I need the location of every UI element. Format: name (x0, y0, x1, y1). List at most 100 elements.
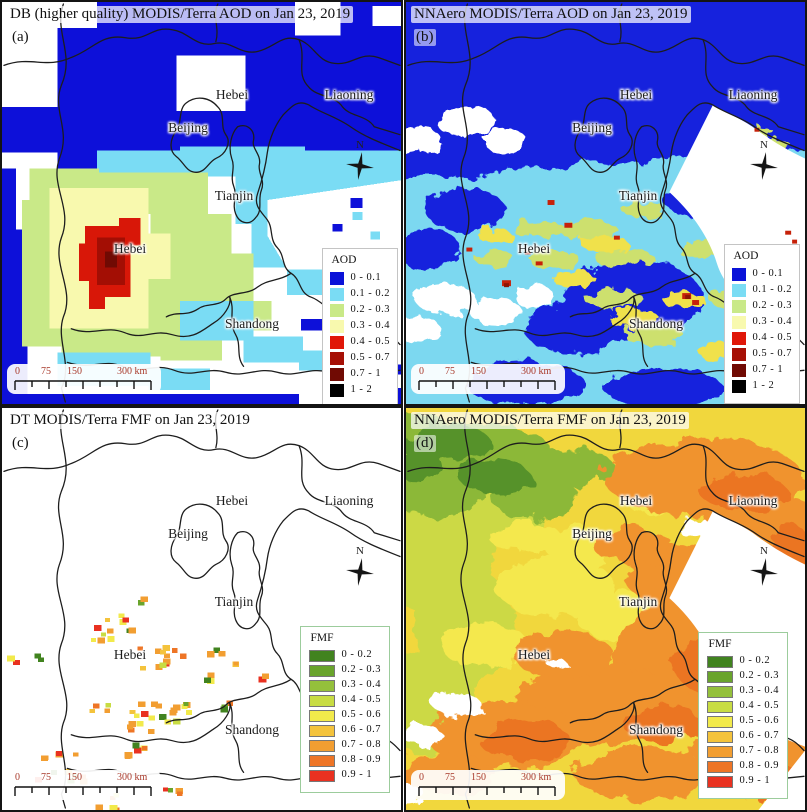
legend-label: 0.3 - 0.4 (752, 315, 792, 327)
scale-label-150: 150 (471, 772, 486, 783)
legend-title: FMF (310, 632, 334, 644)
label-liaoning: Liaoning (728, 87, 778, 102)
legend-label: 0.7 - 0.8 (341, 739, 381, 751)
scale-ruler (14, 786, 152, 796)
legend-label: 0.2 - 0.3 (350, 303, 390, 315)
legend-swatch (706, 745, 733, 758)
legend-swatch (308, 769, 335, 782)
scale-label-150: 150 (67, 366, 82, 377)
legend-row: 0 - 0.2 (706, 655, 780, 668)
legend-label: 0.7 - 1 (350, 367, 382, 379)
fmf-cell (185, 710, 192, 715)
panel-title: NNAero MODIS/Terra AOD on Jan 23, 2019 (411, 6, 691, 23)
legend-row: 0.7 - 0.8 (706, 745, 780, 758)
legend-label: 0.2 - 0.3 (739, 670, 779, 682)
legend-swatch (706, 670, 733, 683)
fmf-cell (89, 708, 95, 714)
scale-label-300: 300 km (521, 772, 552, 783)
fmf-cell (203, 677, 211, 684)
legend-label: 0.9 - 1 (739, 775, 771, 787)
legend-swatch (706, 685, 733, 698)
legend-swatch (706, 700, 733, 713)
legend-label: 1 - 2 (350, 383, 373, 395)
fmf-cell (97, 637, 105, 644)
legend-label: 0.2 - 0.3 (341, 664, 381, 676)
scale-label-300: 300 km (117, 772, 148, 783)
legend-swatch (731, 363, 746, 377)
fmf-cell (159, 662, 167, 669)
label-tianjin: Tianjin (618, 188, 658, 203)
legend-row: 0.6 - 0.7 (308, 724, 382, 737)
legend-row: 0.9 - 1 (706, 775, 780, 788)
legend-swatch (308, 709, 335, 722)
legend-label: 0 - 0.1 (350, 271, 382, 283)
legend-label: 0.7 - 0.8 (739, 745, 779, 757)
scale-label-150: 150 (471, 366, 486, 377)
label-liaoning: Liaoning (324, 87, 374, 102)
fmf-cell (258, 676, 267, 683)
panel-title: DB (higher quality) MODIS/Terra AOD on J… (7, 6, 354, 23)
legend-fmf: FMF 0 - 0.2 0.2 - 0.3 0.3 - 0.4 0.4 - 0.5 0.… (697, 632, 788, 799)
scale-label-300: 300 km (117, 366, 148, 377)
fmf-cell (220, 706, 229, 713)
compass-star-icon (750, 558, 778, 586)
fmf-cell (167, 788, 174, 793)
legend-row: 0.8 - 0.9 (308, 754, 382, 767)
fmf-cell (13, 659, 21, 666)
panel-d: NNAero MODIS/Terra FMF on Jan 23, 2019 (… (404, 406, 807, 812)
fmf-cell (141, 746, 148, 751)
compass-n-label: N (356, 545, 364, 557)
legend-swatch (329, 383, 344, 397)
fmf-cell (262, 673, 270, 679)
panel-tag: (b) (414, 29, 436, 46)
fmf-cell (104, 708, 110, 713)
legend-label: 0 - 0.2 (739, 655, 771, 667)
legend-label: 1 - 2 (752, 379, 775, 391)
legend-fmf: FMF 0 - 0.2 0.2 - 0.3 0.3 - 0.4 0.4 - 0.5 0.… (299, 626, 390, 793)
legend-row: 0.7 - 1 (731, 363, 793, 377)
legend-row: 0.7 - 1 (329, 367, 391, 381)
legend-label: 0.6 - 0.7 (341, 724, 381, 736)
fmf-cell (181, 704, 188, 709)
legend-label: 0.9 - 1 (341, 769, 373, 781)
fmf-cell (124, 752, 133, 759)
label-tianjin: Tianjin (214, 188, 254, 203)
legend-row: 0.2 - 0.3 (706, 670, 780, 683)
legend-swatch (329, 367, 344, 381)
legend-row: 0.3 - 0.4 (706, 685, 780, 698)
compass-n-label: N (356, 139, 364, 151)
legend-title: FMF (708, 638, 732, 650)
legend-row: 0.4 - 0.5 (706, 700, 780, 713)
compass-star-icon (346, 152, 374, 180)
scale-bar: 0 75 150 300 km (7, 364, 161, 394)
legend-label: 0.5 - 0.7 (752, 347, 792, 359)
fmf-cell (137, 600, 145, 606)
legend-swatch (706, 655, 733, 668)
legend-label: 0.3 - 0.4 (739, 685, 779, 697)
fmf-cell (154, 648, 162, 654)
fmf-cell (136, 721, 144, 727)
label-hebei-north: Hebei (619, 493, 653, 508)
scale-ruler (14, 380, 152, 390)
scale-bar: 0 75 150 300 km (411, 364, 565, 394)
fmf-cell (138, 701, 146, 708)
scale-bar: 0 75 150 300 km (411, 770, 565, 800)
fmf-cell (160, 649, 167, 655)
scale-ruler (418, 380, 556, 390)
legend-label: 0.6 - 0.7 (739, 730, 779, 742)
legend-row: 0.5 - 0.6 (706, 715, 780, 728)
legend-label: 0.3 - 0.4 (350, 319, 390, 331)
fmf-cell (137, 646, 143, 651)
fmf-cell (105, 617, 111, 622)
legend-row: 0.2 - 0.3 (731, 299, 793, 313)
compass-rose: N (344, 140, 376, 186)
fmf-cell (173, 704, 181, 711)
fmf-cell (105, 703, 111, 708)
legend-row: 0.4 - 0.5 (329, 335, 391, 349)
legend-swatch (308, 694, 335, 707)
fmf-cell (177, 791, 183, 796)
fmf-cell (207, 672, 215, 679)
legend-swatch (329, 303, 344, 317)
compass-rose: N (344, 546, 376, 592)
